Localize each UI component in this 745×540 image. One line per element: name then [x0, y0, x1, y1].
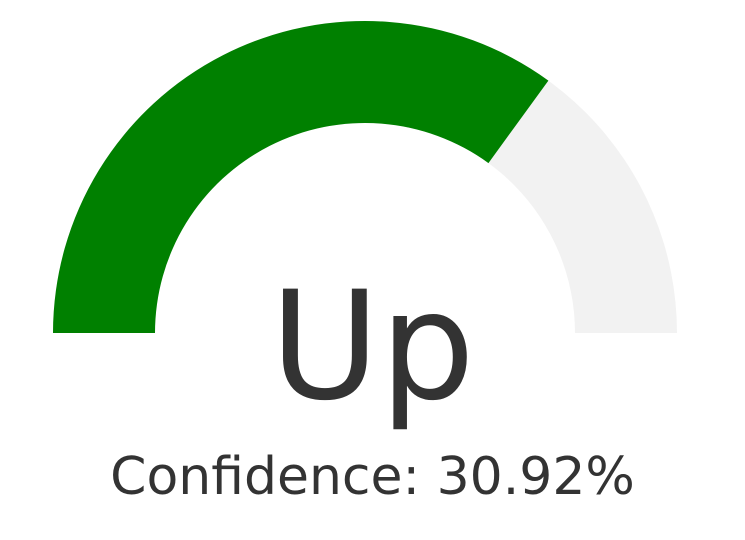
gauge-label: Up [269, 260, 475, 434]
gauge-value-arc [53, 21, 549, 334]
gauge-caption: Confidence: 30.92% [110, 447, 635, 507]
